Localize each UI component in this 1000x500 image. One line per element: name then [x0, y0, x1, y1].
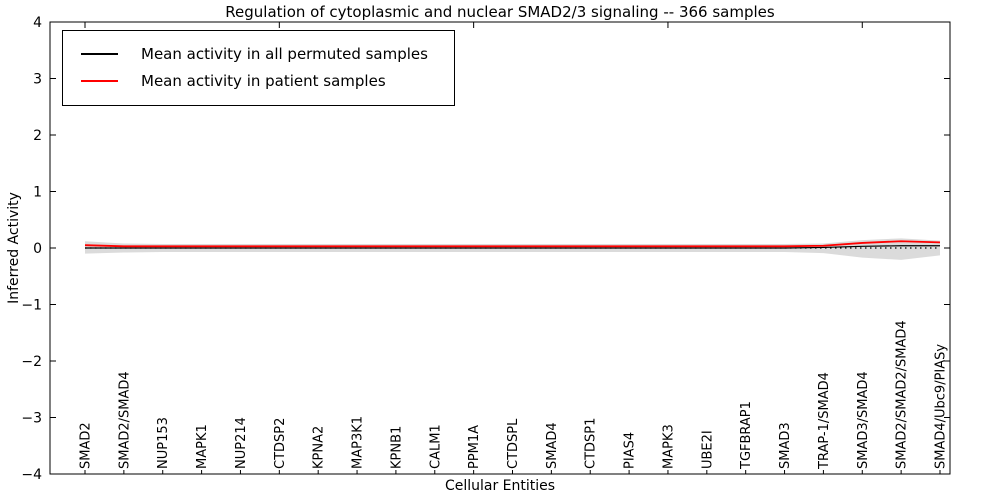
- x-tick-label: CTDSP1: [584, 418, 599, 469]
- y-tick-label: −4: [21, 467, 42, 483]
- x-tick-label: SMAD2/SMAD4: [117, 371, 132, 469]
- x-tick-label: MAPK1: [195, 424, 210, 469]
- y-tick-label: 1: [33, 185, 42, 201]
- patient-mean-line: [84, 240, 941, 248]
- x-tick-label: MAP3K1: [351, 416, 366, 469]
- std-band: [85, 238, 940, 260]
- y-axis-label: Inferred Activity: [6, 192, 22, 304]
- x-tick-label: KPNB1: [389, 426, 404, 469]
- x-tick-label: CALM1: [428, 424, 443, 469]
- y-tick-label: 0: [33, 241, 42, 257]
- x-tick-label: UBE2I: [700, 430, 715, 469]
- x-tick-label: PIAS4: [623, 432, 638, 469]
- x-tick-label: SMAD4: [545, 422, 560, 469]
- x-tick-label: PPM1A: [467, 425, 482, 469]
- x-tick-label: NUP153: [156, 417, 171, 469]
- red-line-swatch: [81, 79, 118, 82]
- y-tick-label: −3: [21, 411, 42, 427]
- chart-title: Regulation of cytoplasmic and nuclear SM…: [225, 3, 775, 21]
- x-tick-label: MAPK3: [661, 424, 676, 469]
- y-tick-label: 2: [33, 128, 42, 144]
- y-tick-label: −1: [21, 298, 42, 314]
- x-tick-label: SMAD4/Ubc9/PIASy: [934, 344, 949, 469]
- legend: Mean activity in all permuted samples Me…: [62, 30, 455, 106]
- y-tick-label: 4: [33, 15, 42, 31]
- x-tick-label: SMAD3: [778, 422, 793, 469]
- x-tick-label: CTDSP2: [273, 418, 288, 469]
- x-tick-label: SMAD3/SMAD4: [856, 371, 871, 469]
- x-tick-label: SMAD2: [79, 422, 94, 469]
- y-tick-label: −2: [21, 354, 42, 370]
- x-tick-label: CTDSPL: [506, 418, 521, 469]
- legend-label: Mean activity in all permuted samples: [141, 44, 428, 63]
- x-axis-label: Cellular Entities: [444, 478, 556, 494]
- legend-label: Mean activity in patient samples: [141, 71, 386, 90]
- x-tick-label: SMAD2/SMAD2/SMAD4: [895, 320, 910, 469]
- black-line-swatch: [81, 52, 118, 55]
- x-tick-label: KPNA2: [312, 426, 327, 469]
- x-tick-label: TRAP-1/SMAD4: [817, 372, 832, 470]
- permuted-mean-line: [85, 245, 940, 249]
- y-tick-label: 3: [33, 72, 42, 88]
- legend-item-patient: Mean activity in patient samples: [81, 67, 428, 94]
- legend-item-permuted: Mean activity in all permuted samples: [81, 40, 428, 67]
- x-tick-label: TGFBRAP1: [739, 401, 754, 470]
- x-tick-label: NUP214: [234, 417, 249, 469]
